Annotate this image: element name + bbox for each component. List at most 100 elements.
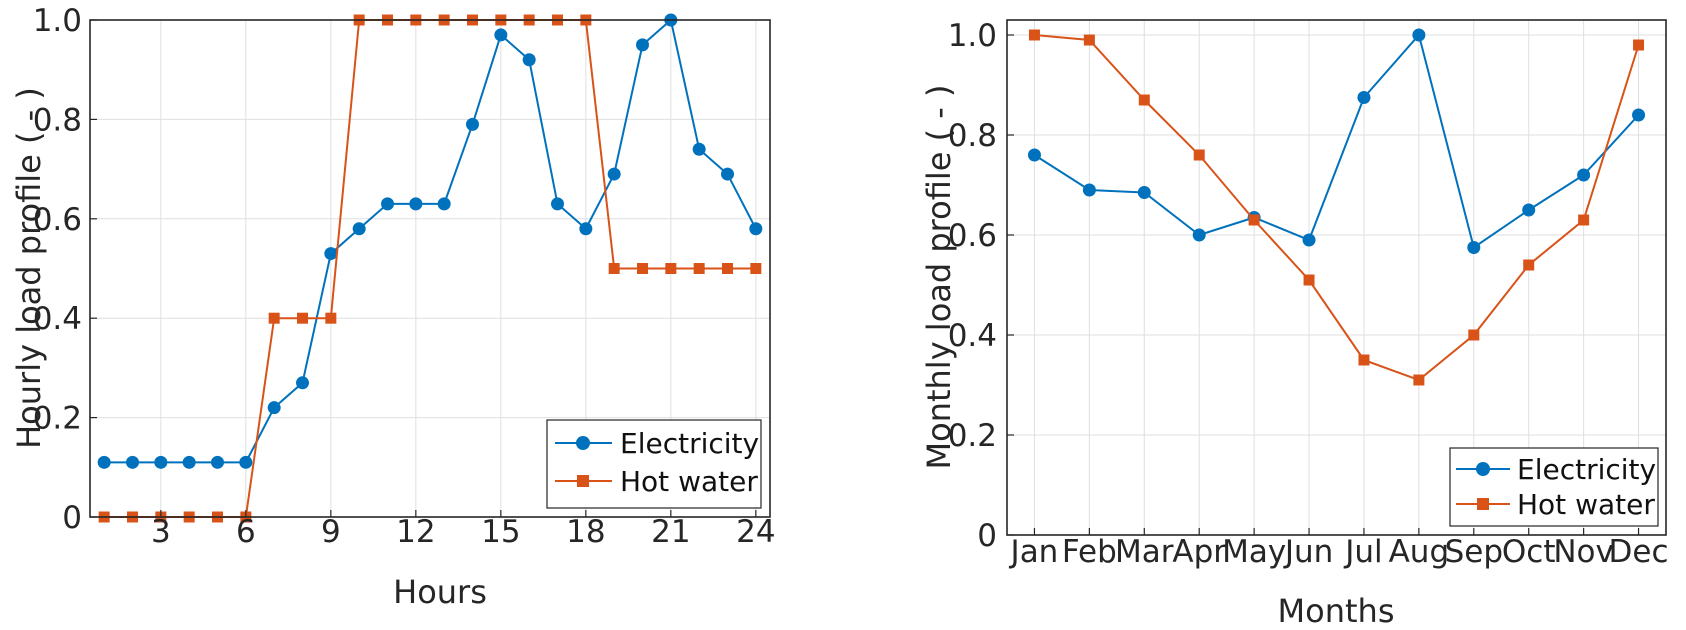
legend-label-hot-water: Hot water [620,465,758,498]
legend-marker-hot-water [577,475,589,487]
legend-monthly: Electricity Hot water [1449,447,1659,527]
legend-marker-electricity-monthly [1476,462,1490,476]
x-tick-label: 9 [321,514,341,550]
y-tick-label: 0 [62,500,82,536]
x-tick-label: 6 [236,514,256,550]
x-tick-label: 12 [396,514,435,550]
y-tick-label: 0.8 [948,118,997,154]
legend-label-electricity: Electricity [620,427,759,460]
data-point-electricity [381,197,394,211]
data-point-hot-water [297,312,308,324]
y-tick-label: 1.0 [33,3,82,39]
x-axis-label-hourly: Hours [393,573,487,611]
data-point-hot-water [1413,374,1425,386]
legend-hourly: Electricity Hot water [546,419,762,509]
y-ticks-hourly: 0 0.2 0.4 0.6 0.8 1.0 [33,3,97,536]
data-point-hot-water [750,263,762,274]
x-tick-label: Mar [1115,534,1174,570]
x-tick-label: Oct [1502,534,1556,570]
data-point-electricity [607,167,621,181]
y-tick-label: 0.6 [33,202,82,238]
y-tick-label: 0 [977,518,997,554]
y-tick-label: 0.2 [948,418,997,454]
data-point-electricity [1467,241,1481,254]
data-point-electricity [352,222,366,236]
axes-frame-monthly [1006,19,1667,536]
data-point-electricity [1302,233,1316,247]
data-point-hot-water [693,263,705,274]
data-point-hot-water [1358,354,1370,366]
data-point-hot-water [1578,214,1590,226]
data-point-electricity [1412,28,1426,42]
legend-box-hourly [546,419,762,509]
data-point-hot-water [1633,39,1645,51]
data-point-electricity [721,167,734,181]
x-tick-label: Sep [1445,534,1503,570]
data-point-electricity [437,197,451,211]
data-point-electricity [324,247,338,261]
data-point-electricity [551,197,564,211]
y-axis-label-hourly: Hourly load profile ( - ) [10,87,48,449]
y-tick-label: 0.8 [33,102,82,138]
series-line-electricity [1033,32,1640,250]
data-point-hot-water [665,263,677,274]
data-point-hot-water [637,263,648,274]
legend-marker-hot-water-monthly [1477,498,1489,510]
data-point-electricity [494,28,508,42]
x-tick-label: Jul [1343,534,1382,570]
data-point-electricity [1577,168,1591,182]
y-tick-label: 0.4 [33,301,82,337]
data-point-electricity [182,455,196,469]
x-tick-label: Feb [1062,534,1117,570]
series-monthly [1027,28,1646,386]
data-point-hot-water [608,263,620,274]
data-point-electricity [1522,203,1536,217]
legend-marker-electricity [576,436,590,450]
x-tick-label: 18 [566,514,605,550]
data-point-hot-water [1193,149,1205,161]
x-tick-label: Jun [1283,534,1333,570]
data-point-hot-water [1468,329,1480,341]
data-point-electricity [1137,186,1151,199]
data-point-hot-water [722,263,733,274]
x-tick-label: Dec [1609,534,1669,570]
data-point-hot-water [1523,259,1535,271]
data-point-electricity [211,455,224,469]
data-point-hot-water [1303,274,1315,286]
data-point-hot-water [1083,34,1095,46]
data-point-hot-water [1028,29,1040,41]
data-point-electricity [97,455,111,469]
data-point-electricity [1357,91,1371,104]
data-point-electricity [522,53,536,67]
data-point-electricity [579,222,593,236]
data-point-electricity [749,222,763,236]
y-tick-label: 0.6 [948,218,997,254]
data-point-electricity [267,401,281,415]
data-point-electricity [239,455,253,469]
data-point-electricity [1632,108,1646,122]
data-point-electricity [296,376,309,390]
x-ticks-hourly: 3 6 9 12 15 18 21 24 [151,510,776,550]
x-tick-label: Nov [1553,534,1614,570]
data-point-hot-water [1138,94,1150,106]
y-tick-label: 1.0 [948,18,997,54]
data-point-electricity [1027,148,1041,162]
data-point-electricity [466,117,479,131]
data-point-hot-water [1248,214,1260,226]
y-ticks-monthly: 0 0.2 0.4 0.6 0.8 1.0 [948,18,1014,554]
x-tick-label: May [1222,534,1286,570]
legend-box-monthly [1449,447,1659,527]
x-axis-label-monthly: Months [1278,592,1395,630]
data-point-electricity [1192,228,1206,242]
data-point-electricity [636,38,649,52]
data-point-electricity [154,455,168,469]
x-tick-label: Jan [1009,534,1059,570]
data-point-electricity [126,455,139,469]
data-point-electricity [409,197,423,211]
x-tick-label: 15 [481,514,520,550]
x-tick-label: Apr [1172,534,1226,570]
data-point-electricity [1082,183,1096,197]
legend-label-electricity-monthly: Electricity [1517,453,1656,486]
